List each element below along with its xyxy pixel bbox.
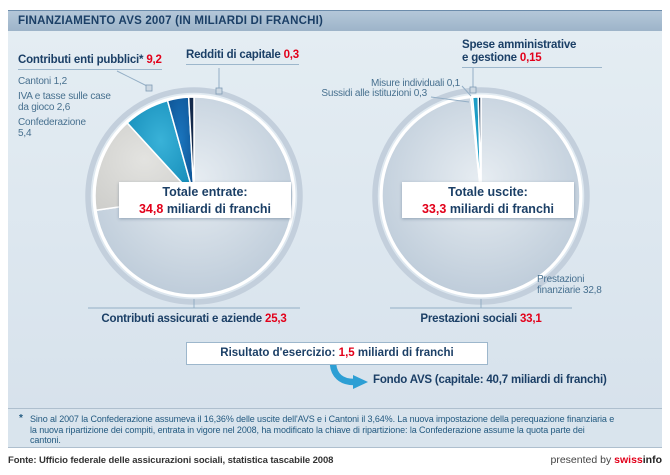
label-value: 33,1 bbox=[519, 313, 542, 325]
label-iva-tasse: IVA e tasse sulle case da gioco 2,6 bbox=[18, 91, 111, 113]
risultato-suffix: miliardi di franchi bbox=[357, 347, 454, 359]
label-text: e gestione bbox=[462, 52, 517, 64]
totale-uscite-title: Totale uscite: bbox=[448, 185, 528, 199]
footer-bar: Fonte: Ufficio federale delle assicurazi… bbox=[0, 448, 670, 475]
label-prestazioni-finanziarie: Prestazioni finanziarie 32,8 bbox=[537, 274, 602, 296]
label-value: 0,15 bbox=[519, 52, 542, 64]
label-confederazione: Confederazione 5,4 bbox=[18, 117, 86, 139]
label-value: 0,3 bbox=[283, 49, 300, 61]
label-contributi-enti-pubblici: Contributi enti pubblici* 9,2 bbox=[18, 54, 162, 70]
label-cantoni: Cantoni 1,2 bbox=[18, 76, 67, 87]
fondo-avs-label: Fondo AVS (capitale: 40,7 miliardi di fr… bbox=[373, 374, 607, 386]
totale-uscite-box: Totale uscite: 33,3 miliardi di franchi bbox=[402, 182, 574, 218]
label-text: Contributi enti pubblici* bbox=[18, 54, 144, 66]
totale-entrate-value: 34,8 miliardi di franchi bbox=[119, 201, 291, 218]
risultato-value: 1,5 bbox=[338, 347, 355, 359]
label-text: Redditi di capitale bbox=[186, 49, 281, 61]
label-contributi-assicurati: Contributi assicurati e aziende 25,3 bbox=[34, 313, 354, 328]
value: 33,3 bbox=[421, 202, 447, 216]
label-prestazioni-sociali: Prestazioni sociali 33,1 bbox=[321, 313, 641, 328]
footnote-marker: * bbox=[19, 413, 23, 424]
source-text: Fonte: Ufficio federale delle assicurazi… bbox=[8, 455, 334, 466]
label-value: 9,2 bbox=[146, 54, 162, 66]
risultato-prefix: Risultato d'esercizio: bbox=[220, 347, 336, 359]
unit: miliardi di franchi bbox=[449, 202, 554, 216]
label-sussidi-istituzioni: Sussidi alle istituzioni 0,3 bbox=[321, 88, 427, 99]
brand-swiss: swiss bbox=[614, 454, 643, 466]
value: 34,8 bbox=[138, 202, 164, 216]
footnote-panel: * Sino al 2007 la Confederazione assumev… bbox=[8, 408, 662, 448]
totale-entrate-title: Totale entrate: bbox=[162, 185, 248, 199]
footnote-text: Sino al 2007 la Confederazione assumeva … bbox=[30, 414, 615, 445]
brand-info: info bbox=[642, 454, 662, 466]
totale-uscite-value: 33,3 miliardi di franchi bbox=[402, 201, 574, 218]
label-misure-individuali: Misure individuali 0,1 bbox=[371, 78, 460, 89]
presented-prefix: presented by bbox=[550, 454, 615, 466]
label-text: Spese amministrative bbox=[462, 39, 577, 51]
label-text: Prestazioni sociali bbox=[420, 313, 517, 325]
label-redditi-capitale: Redditi di capitale 0,3 bbox=[186, 49, 299, 65]
label-spese-amministrative: Spese amministrative e gestione 0,15 bbox=[462, 39, 602, 68]
label-text: Contributi assicurati e aziende bbox=[101, 313, 262, 325]
label-value: 25,3 bbox=[265, 313, 287, 325]
unit: miliardi di franchi bbox=[166, 202, 271, 216]
page-title: FINANZIAMENTO AVS 2007 (IN MILIARDI DI F… bbox=[8, 10, 662, 31]
risultato-box: Risultato d'esercizio: 1,5 miliardi di f… bbox=[186, 342, 488, 365]
presented-by: presented by swissinfo bbox=[551, 454, 663, 466]
totale-entrate-box: Totale entrate: 34,8 miliardi di franchi bbox=[119, 182, 291, 218]
